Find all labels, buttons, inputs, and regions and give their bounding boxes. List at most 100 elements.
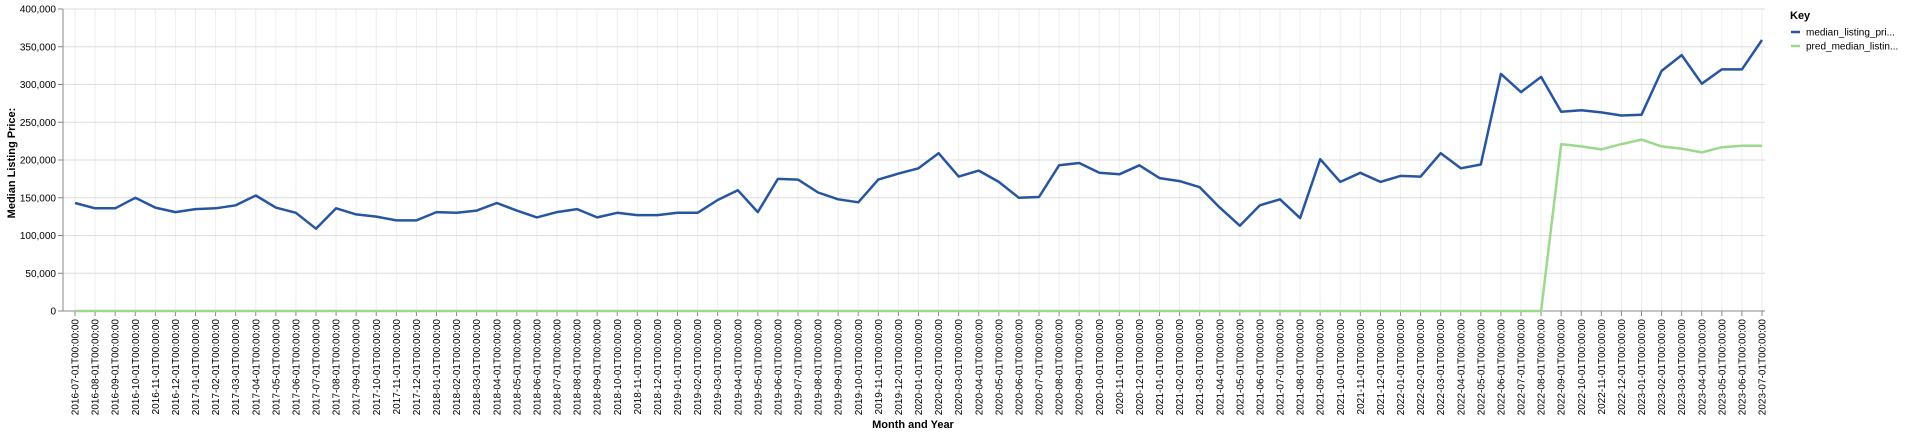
x-tick-label: 2023-03-01T00:00:00: [1677, 319, 1688, 416]
x-tick-label: 2017-08-01T00:00:00: [332, 319, 343, 416]
x-tick-label: 2022-10-01T00:00:00: [1577, 319, 1588, 416]
x-tick-label: 2017-10-01T00:00:00: [372, 319, 383, 416]
x-tick-label: 2023-04-01T00:00:00: [1697, 319, 1708, 416]
x-tick-label: 2021-02-01T00:00:00: [1175, 319, 1186, 416]
x-tick-label: 2016-09-01T00:00:00: [111, 319, 122, 416]
x-tick-label: 2020-09-01T00:00:00: [1075, 319, 1086, 416]
x-tick-label: 2018-11-01T00:00:00: [633, 319, 644, 415]
x-tick-label: 2016-11-01T00:00:00: [151, 319, 162, 415]
y-axis-title: Median Listing Price:: [6, 108, 18, 219]
x-tick-label: 2017-04-01T00:00:00: [251, 319, 262, 416]
x-tick-label: 2022-11-01T00:00:00: [1597, 319, 1608, 415]
x-tick-label: 2019-06-01T00:00:00: [773, 319, 784, 416]
x-tick-label: 2022-02-01T00:00:00: [1416, 319, 1427, 416]
x-tick-label: 2022-04-01T00:00:00: [1456, 319, 1467, 416]
y-tick-label: 400,000: [20, 5, 57, 16]
x-tick-label: 2021-09-01T00:00:00: [1316, 319, 1327, 416]
legend-label: pred_median_listin...: [1806, 42, 1898, 53]
x-tick-label: 2021-12-01T00:00:00: [1376, 319, 1387, 416]
x-tick-label: 2018-09-01T00:00:00: [593, 319, 604, 416]
x-tick-label: 2022-09-01T00:00:00: [1557, 319, 1568, 416]
x-tick-label: 2016-07-01T00:00:00: [71, 319, 82, 416]
x-tick-label: 2020-08-01T00:00:00: [1055, 319, 1066, 416]
x-tick-label: 2021-10-01T00:00:00: [1336, 319, 1347, 416]
x-tick-label: 2022-05-01T00:00:00: [1476, 319, 1487, 416]
x-tick-label: 2019-04-01T00:00:00: [733, 319, 744, 416]
legend: Key median_listing_pri... pred_median_lis…: [1790, 10, 1898, 53]
x-tick-label: 2018-04-01T00:00:00: [492, 319, 503, 416]
x-tick-label: 2020-10-01T00:00:00: [1095, 319, 1106, 416]
x-tick-label: 2021-04-01T00:00:00: [1215, 319, 1226, 416]
x-tick-label: 2019-01-01T00:00:00: [673, 319, 684, 416]
x-tick-label: 2023-05-01T00:00:00: [1717, 319, 1728, 416]
x-tick-label: 2020-11-01T00:00:00: [1115, 319, 1126, 415]
x-tick-label: 2020-04-01T00:00:00: [974, 319, 985, 416]
series-line-median-listing-pri: [74, 39, 1764, 230]
x-axis: 2016-07-01T00:00:00 2016-08-01T00:00:00 20…: [63, 310, 1769, 416]
x-tick-label: 2020-05-01T00:00:00: [994, 319, 1005, 416]
y-tick-label: 250,000: [20, 118, 57, 129]
x-tick-label: 2017-03-01T00:00:00: [231, 319, 242, 416]
grid-lines: [63, 8, 1765, 312]
y-tick-label: 200,000: [20, 156, 57, 167]
x-tick-label: 2020-01-01T00:00:00: [914, 319, 925, 416]
x-tick-label: 2018-05-01T00:00:00: [512, 319, 523, 416]
series-lines: [74, 39, 1764, 313]
x-tick-label: 2019-02-01T00:00:00: [693, 319, 704, 416]
legend-label: median_listing_pri...: [1806, 28, 1895, 39]
x-tick-label: 2020-06-01T00:00:00: [1014, 319, 1025, 416]
x-tick-label: 2021-05-01T00:00:00: [1235, 319, 1246, 416]
y-axis: 0 50,000 100,000 150,000 200,000 250,000 300,0…: [20, 5, 64, 318]
x-tick-label: 2020-07-01T00:00:00: [1035, 319, 1046, 416]
x-tick-label: 2022-12-01T00:00:00: [1617, 319, 1628, 416]
x-tick-label: 2018-02-01T00:00:00: [452, 319, 463, 416]
y-tick-label: 150,000: [20, 193, 57, 204]
x-tick-label: 2018-01-01T00:00:00: [432, 319, 443, 416]
x-tick-label: 2016-08-01T00:00:00: [91, 319, 102, 416]
x-tick-label: 2018-08-01T00:00:00: [573, 319, 584, 416]
x-tick-label: 2021-07-01T00:00:00: [1276, 319, 1287, 416]
x-axis-title: Month and Year: [872, 419, 954, 431]
y-tick-label: 350,000: [20, 42, 57, 53]
x-tick-label: 2017-05-01T00:00:00: [271, 319, 282, 416]
x-tick-label: 2017-02-01T00:00:00: [211, 319, 222, 416]
x-tick-label: 2023-07-01T00:00:00: [1758, 319, 1769, 416]
x-tick-label: 2021-11-01T00:00:00: [1356, 319, 1367, 415]
x-tick-label: 2018-12-01T00:00:00: [653, 319, 664, 416]
x-tick-label: 2019-07-01T00:00:00: [794, 319, 805, 416]
x-tick-label: 2019-03-01T00:00:00: [713, 319, 724, 416]
x-tick-label: 2020-03-01T00:00:00: [954, 319, 965, 416]
x-tick-label: 2017-01-01T00:00:00: [191, 319, 202, 416]
x-tick-label: 2022-08-01T00:00:00: [1537, 319, 1548, 416]
x-tick-label: 2019-09-01T00:00:00: [834, 319, 845, 416]
x-tick-label: 2023-06-01T00:00:00: [1737, 319, 1748, 416]
x-tick-label: 2016-10-01T00:00:00: [131, 319, 142, 416]
x-tick-label: 2018-10-01T00:00:00: [613, 319, 624, 416]
x-tick-label: 2018-03-01T00:00:00: [472, 319, 483, 416]
x-tick-label: 2016-12-01T00:00:00: [171, 319, 182, 416]
x-tick-label: 2021-01-01T00:00:00: [1155, 319, 1166, 416]
x-tick-label: 2020-02-01T00:00:00: [934, 319, 945, 416]
x-tick-label: 2021-06-01T00:00:00: [1255, 319, 1266, 416]
y-tick-label: 300,000: [20, 80, 57, 91]
x-tick-label: 2019-10-01T00:00:00: [854, 319, 865, 416]
series-line-pred-median-listin: [75, 138, 1762, 313]
x-tick-label: 2023-02-01T00:00:00: [1657, 319, 1668, 416]
x-tick-label: 2020-12-01T00:00:00: [1135, 319, 1146, 416]
x-tick-label: 2022-07-01T00:00:00: [1517, 319, 1528, 416]
x-tick-label: 2018-06-01T00:00:00: [532, 319, 543, 416]
x-tick-label: 2021-03-01T00:00:00: [1195, 319, 1206, 416]
legend-title: Key: [1790, 10, 1811, 22]
x-tick-label: 2019-08-01T00:00:00: [814, 319, 825, 416]
x-tick-label: 2019-12-01T00:00:00: [894, 319, 905, 416]
x-tick-label: 2017-07-01T00:00:00: [312, 319, 323, 416]
x-tick-label: 2019-11-01T00:00:00: [874, 319, 885, 415]
x-tick-label: 2017-06-01T00:00:00: [291, 319, 302, 416]
y-tick-label: 100,000: [20, 231, 57, 242]
x-tick-label: 2017-09-01T00:00:00: [352, 319, 363, 416]
x-tick-label: 2022-01-01T00:00:00: [1396, 319, 1407, 416]
y-tick-label: 50,000: [25, 269, 56, 280]
x-tick-label: 2021-08-01T00:00:00: [1296, 319, 1307, 416]
x-tick-label: 2017-12-01T00:00:00: [412, 319, 423, 416]
